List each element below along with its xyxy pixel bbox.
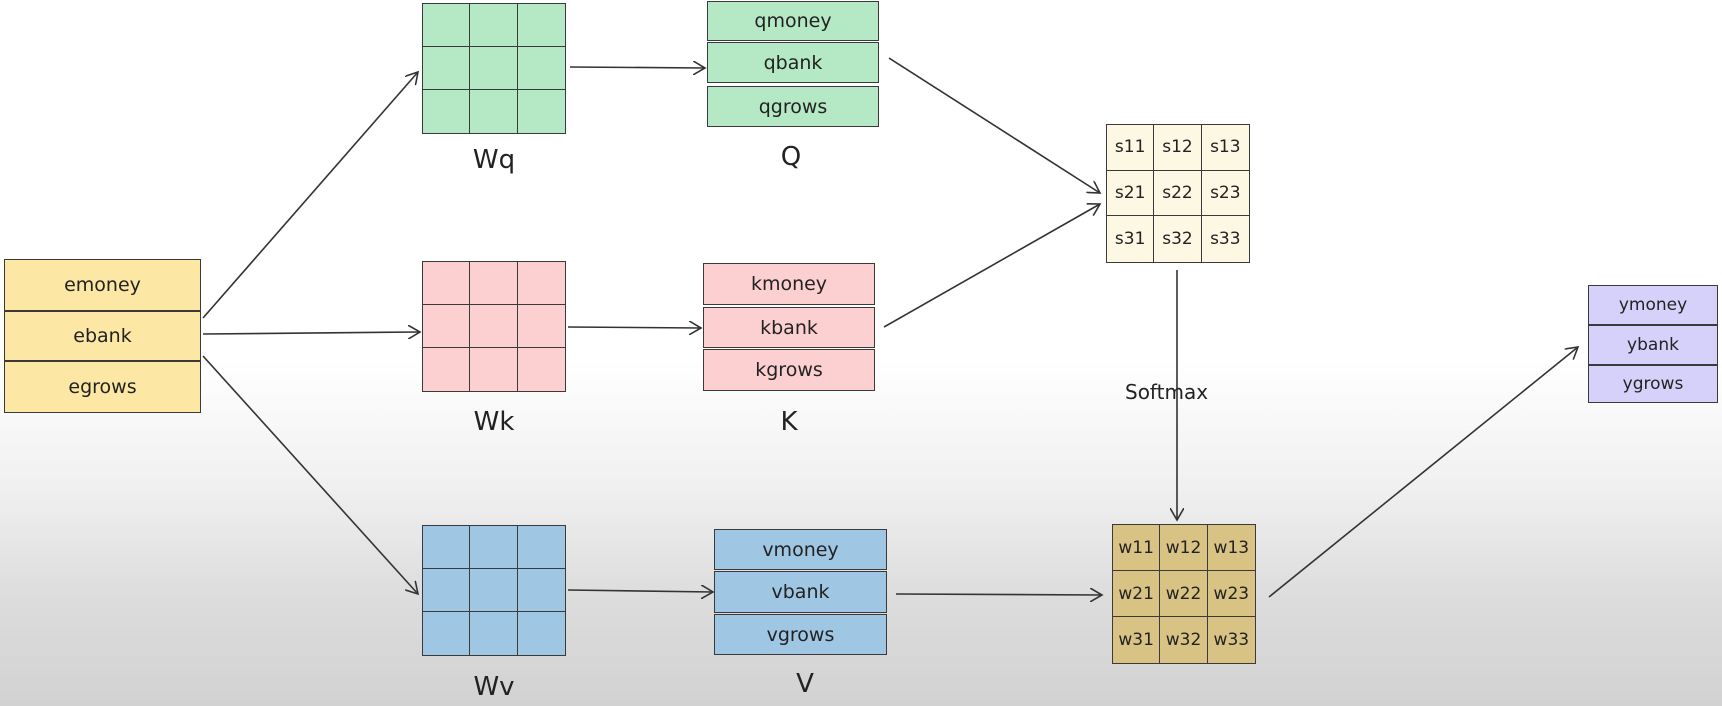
weight-cell: w11 (1113, 525, 1161, 571)
weight-cell: w13 (1207, 525, 1255, 571)
output-ybank: ybank (1588, 325, 1718, 365)
embedding-egrows: egrows (4, 361, 201, 413)
weight-cell: w12 (1160, 525, 1208, 571)
k-label: K (780, 407, 798, 437)
wq-label: Wq (472, 145, 516, 175)
weight-cell: w21 (1113, 571, 1161, 617)
embedding-ebank: ebank (4, 311, 201, 361)
q-label: Q (780, 142, 802, 172)
attention-weights-matrix: w11 w12 w13 w21 w22 w23 w31 w32 w33 (1112, 524, 1256, 664)
arrow-k-to-scores (883, 204, 1100, 328)
score-cell: s22 (1154, 170, 1202, 217)
wk-matrix (422, 261, 566, 392)
query-qgrows: qgrows (707, 86, 879, 127)
output-ygrows: ygrows (1588, 365, 1718, 403)
score-cell: s11 (1107, 125, 1155, 171)
v-label: V (796, 669, 814, 699)
value-vmoney: vmoney (714, 529, 887, 570)
arrow-embed-to-wq (202, 72, 418, 319)
arrow-v-to-weights (895, 594, 1102, 595)
wk-label: Wk (473, 407, 515, 437)
weight-cell: w32 (1160, 617, 1208, 663)
weight-cell: w23 (1207, 571, 1255, 617)
wv-matrix (422, 525, 566, 656)
score-cell: s31 (1107, 216, 1155, 262)
arrow-weights-to-output (1268, 347, 1578, 598)
softmax-label: Softmax (1125, 380, 1209, 404)
output-ymoney: ymoney (1588, 285, 1718, 325)
score-cell: s23 (1201, 171, 1249, 217)
wv-label: Wv (473, 672, 515, 702)
score-cell: s33 (1210, 229, 1241, 250)
query-qbank: qbank (707, 42, 879, 83)
score-cell: s21 (1107, 170, 1155, 217)
arrow-embed-to-wk (202, 332, 420, 334)
arrow-q-to-scores (888, 57, 1100, 193)
embedding-emoney: emoney (4, 259, 201, 311)
scores-matrix: s11 s12 s13 s21 s22 s23 s31 s32 s33 (1106, 124, 1250, 263)
value-vbank: vbank (714, 571, 887, 613)
weight-cell: w33 (1213, 630, 1250, 650)
score-cell: s13 (1201, 125, 1249, 171)
key-kgrows: kgrows (703, 349, 875, 391)
score-cell: s32 (1154, 216, 1202, 262)
value-vgrows: vgrows (714, 614, 887, 655)
arrow-embed-to-wv (202, 355, 418, 594)
wq-matrix (422, 3, 566, 134)
query-qmoney: qmoney (707, 1, 879, 41)
key-kbank: kbank (703, 307, 875, 348)
arrow-wv-to-v (567, 590, 713, 592)
arrow-wq-to-q (569, 67, 705, 68)
key-kmoney: kmoney (703, 263, 875, 305)
arrow-wk-to-k (567, 327, 701, 328)
weight-cell: w31 (1113, 617, 1161, 663)
score-cell: s12 (1154, 125, 1202, 171)
weight-cell: w22 (1160, 571, 1208, 617)
